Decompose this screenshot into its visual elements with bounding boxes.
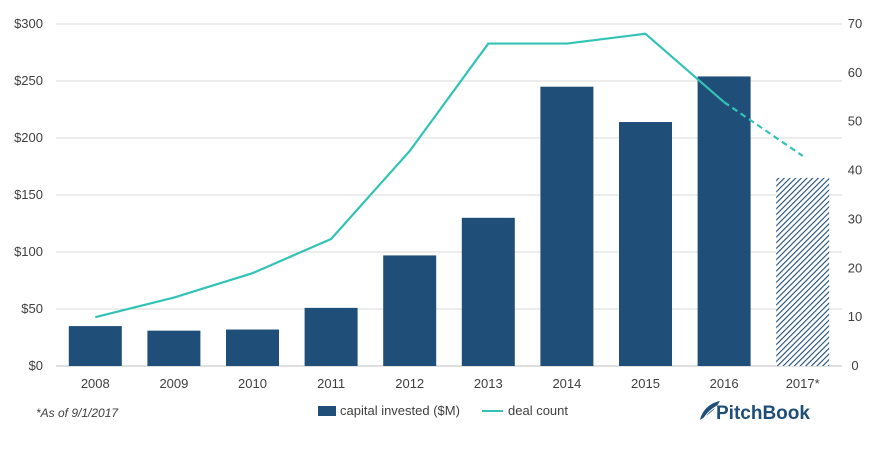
left-axis-tick-label: $50 [21, 301, 43, 316]
left-axis-tick-label: $250 [14, 73, 43, 88]
right-axis-tick-label: 10 [848, 309, 862, 324]
legend-label-line: deal count [508, 403, 568, 418]
footnote: *As of 9/1/2017 [36, 406, 119, 420]
bar [147, 330, 201, 366]
right-axis-tick-label: 20 [848, 260, 862, 275]
bar [619, 122, 672, 366]
bar [226, 329, 279, 366]
pitchbook-logo: PitchBook [700, 401, 810, 424]
bar [697, 76, 751, 366]
x-axis-tick-label: 2016 [710, 376, 739, 391]
right-axis-ticks: 0 10 20 30 40 50 60 70 [848, 16, 862, 373]
x-axis-tick-label: 2013 [474, 376, 503, 391]
x-axis-tick-label: 2014 [552, 376, 581, 391]
pitchbook-leaf-icon [700, 401, 720, 420]
legend-swatch-bar [318, 406, 336, 416]
right-axis-tick-label: 70 [848, 16, 862, 31]
right-axis-tick-label: 0 [851, 358, 858, 373]
x-axis-tick-label: 2012 [395, 376, 424, 391]
x-axis-tick-label: 2011 [317, 376, 345, 391]
gridlines [56, 23, 842, 367]
x-axis-tick-label: 2009 [159, 376, 188, 391]
left-axis-tick-label: $150 [14, 187, 43, 202]
bar-hatched [776, 177, 830, 366]
left-axis-ticks: $0 $50 $100 $150 $200 $250 $300 [14, 16, 43, 373]
deal-count-line [95, 32, 804, 319]
deal-count-line-solid [95, 32, 725, 319]
right-axis-tick-label: 30 [848, 211, 862, 226]
deal-count-line-dashed [723, 101, 804, 157]
bar [540, 86, 594, 366]
right-axis-tick-label: 40 [848, 163, 862, 178]
pitchbook-logo-text: PitchBook [716, 403, 810, 424]
left-axis-tick-label: $100 [14, 244, 43, 259]
bar [383, 255, 437, 366]
bars [68, 76, 830, 366]
left-axis-tick-label: $0 [29, 358, 43, 373]
x-axis-tick-label: 2015 [631, 376, 660, 391]
right-axis-tick-label: 60 [848, 65, 862, 80]
bar [68, 326, 122, 366]
left-axis-tick-label: $300 [14, 16, 43, 31]
x-axis-ticks: 2008 2009 2010 2011 2012 2013 2014 2015 2016 2017… [81, 376, 820, 391]
x-axis-tick-label: 2017* [786, 376, 820, 391]
x-axis-tick-label: 2010 [238, 376, 267, 391]
legend: capital invested ($M) deal count [318, 403, 568, 418]
x-axis-tick-label: 2008 [81, 376, 110, 391]
right-axis-tick-label: 50 [848, 114, 862, 129]
legend-label-bar: capital invested ($M) [340, 403, 460, 418]
left-axis-tick-label: $200 [14, 130, 43, 145]
bar [461, 217, 515, 366]
bar [304, 307, 358, 366]
